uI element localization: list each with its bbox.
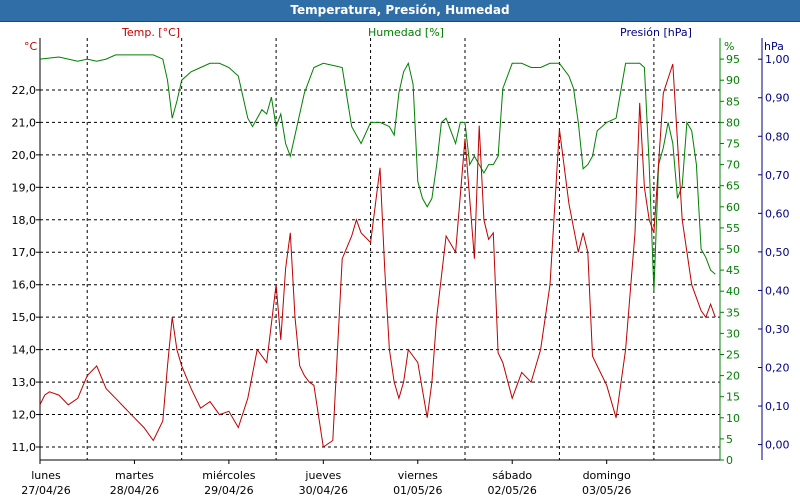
temp-tick-label: 16,0 xyxy=(12,279,37,292)
pressure-tick-label: 0,40 xyxy=(765,284,790,297)
x-tick-date: 29/04/26 xyxy=(204,484,253,497)
humidity-tick-label: 15 xyxy=(726,391,740,404)
humidity-tick-label: 25 xyxy=(726,349,740,362)
x-tick-day: domingo xyxy=(583,469,631,482)
humidity-tick-label: 30 xyxy=(726,327,740,340)
humidity-tick-label: 20 xyxy=(726,370,740,383)
pressure-tick-label: 0,10 xyxy=(765,400,790,413)
x-tick-day: viernes xyxy=(398,469,438,482)
humidity-tick-label: 10 xyxy=(726,412,740,425)
chart-title: Temperatura, Presión, Humedad xyxy=(290,3,510,17)
pressure-tick-label: 0,70 xyxy=(765,169,790,182)
humidity-tick-label: 0 xyxy=(726,454,733,467)
temp-tick-label: 14,0 xyxy=(12,344,37,357)
temp-tick-label: 21,0 xyxy=(12,116,37,129)
pressure-tick-label: 1,00 xyxy=(765,53,790,66)
pressure-tick-labels: 0,00 0,10 0,20 0,30 0,40 0,50 0,60 0,70 0,80 0,90… xyxy=(758,53,790,452)
humidity-tick-labels: 0 5 10 15 20 25 30 35 40 45 50 55 60 65 70 75 80 85 90 95 xyxy=(720,53,740,467)
pressure-tick-label: 0,30 xyxy=(765,323,790,336)
temp-unit-label: °C xyxy=(24,40,38,53)
humidity-tick-label: 80 xyxy=(726,116,740,129)
temp-tick-label: 12,0 xyxy=(12,409,37,422)
temp-tick-label: 15,0 xyxy=(12,311,37,324)
humidity-tick-label: 35 xyxy=(726,306,740,319)
humidity-tick-label: 85 xyxy=(726,95,740,108)
temp-axis-title: Temp. [°C] xyxy=(121,26,180,39)
x-tick-day: sábado xyxy=(492,469,532,482)
humidity-unit-label: % xyxy=(724,40,734,53)
temp-tick-label: 17,0 xyxy=(12,246,37,259)
humidity-tick-label: 65 xyxy=(726,180,740,193)
x-tick-date: 28/04/26 xyxy=(110,484,159,497)
temp-tick-labels: 11,0 12,0 13,0 14,0 15,0 16,0 17,0 18,0 19,0 20,0… xyxy=(12,84,40,454)
temp-tick-label: 19,0 xyxy=(12,181,37,194)
humidity-tick-label: 70 xyxy=(726,159,740,172)
x-tick-day: miércoles xyxy=(202,469,255,482)
pressure-unit-label: hPa xyxy=(764,40,784,53)
x-tick-date: 01/05/26 xyxy=(393,484,442,497)
x-tick-date: 03/05/26 xyxy=(582,484,631,497)
temp-tick-label: 20,0 xyxy=(12,149,37,162)
temp-tick-label: 18,0 xyxy=(12,214,37,227)
humidity-tick-label: 95 xyxy=(726,53,740,66)
x-tick-labels: lunes 27/04/26 martes 28/04/26 miércoles 29/0… xyxy=(21,460,631,497)
humidity-tick-label: 90 xyxy=(726,74,740,87)
humidity-series-line xyxy=(39,54,716,292)
humidity-tick-label: 50 xyxy=(726,243,740,256)
pressure-tick-label: 0,50 xyxy=(765,246,790,259)
temperature-series-line xyxy=(39,63,716,448)
vertical-grid xyxy=(86,38,655,460)
title-bar: Temperatura, Presión, Humedad xyxy=(0,0,800,22)
humidity-tick-label: 60 xyxy=(726,201,740,214)
horizontal-grid xyxy=(40,89,720,448)
pressure-axis-title: Presión [hPa] xyxy=(620,26,692,39)
x-tick-day: jueves xyxy=(304,469,341,482)
pressure-tick-label: 0,00 xyxy=(765,439,790,452)
humidity-tick-label: 40 xyxy=(726,285,740,298)
pressure-tick-label: 0,80 xyxy=(765,130,790,143)
humidity-tick-label: 75 xyxy=(726,138,740,151)
pressure-tick-label: 0,90 xyxy=(765,92,790,105)
x-tick-day: martes xyxy=(115,469,154,482)
pressure-tick-label: 0,20 xyxy=(765,362,790,375)
x-tick-day: lunes xyxy=(31,469,61,482)
humidity-tick-label: 5 xyxy=(726,433,733,446)
x-tick-date: 30/04/26 xyxy=(299,484,348,497)
pressure-tick-label: 0,60 xyxy=(765,207,790,220)
x-tick-date: 02/05/26 xyxy=(488,484,537,497)
temp-tick-label: 11,0 xyxy=(12,441,37,454)
temp-tick-label: 22,0 xyxy=(12,84,37,97)
x-tick-date: 27/04/26 xyxy=(21,484,70,497)
temp-tick-label: 13,0 xyxy=(12,376,37,389)
humidity-tick-label: 55 xyxy=(726,222,740,235)
humidity-tick-label: 45 xyxy=(726,264,740,277)
humidity-axis-title: Humedad [%] xyxy=(368,26,444,39)
